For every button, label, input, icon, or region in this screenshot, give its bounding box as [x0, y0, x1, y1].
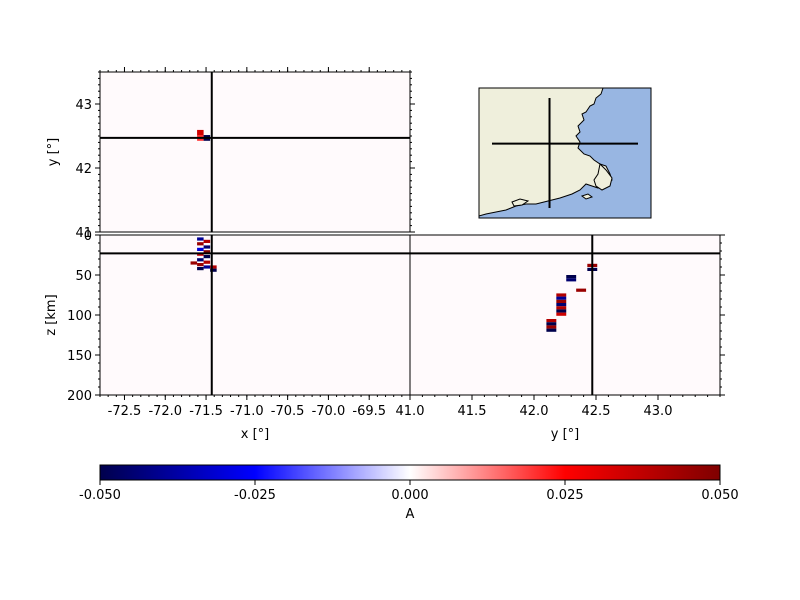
xz-section-xtick-label: -71.5 [189, 404, 223, 419]
yz-section-cell [546, 319, 557, 323]
yz-section-ytick-label: 42.5 [582, 404, 611, 419]
xz-section-xtick-label: -71.0 [230, 404, 264, 419]
map-view-background [100, 72, 410, 232]
xz-section-background [100, 235, 410, 395]
xz-section-ztick-label: 50 [75, 269, 92, 284]
inset-frame [478, 87, 652, 219]
yz-section-ticks: 41.0 41.5 42.0 42.5 43.0 [396, 234, 725, 419]
xz-section-cell [203, 260, 211, 264]
xz-section-xtick-label: -69.5 [352, 404, 386, 419]
yz-section-cell [556, 303, 567, 307]
xz-section-cell [197, 242, 204, 246]
yz-section-cell [546, 322, 557, 326]
xz-section-xtick-label: -70.5 [271, 404, 305, 419]
inset-land [478, 87, 613, 217]
yz-section-ytick-label: 41.5 [458, 404, 487, 419]
xz-section-ztick-label: 100 [67, 309, 92, 324]
yz-section-cell [556, 306, 567, 310]
inset-map-panel [478, 87, 652, 219]
xz-section-crosshair [100, 235, 410, 395]
colorbar-ticks: -0.050 -0.025 0.000 0.025 0.050 [79, 480, 739, 503]
xz-section-xtick-label: -70.0 [312, 404, 346, 419]
colorbar-tick-label: -0.025 [234, 488, 276, 503]
xz-section-cell [197, 258, 204, 262]
map-view-panel: 41 42 43 y [°] [46, 67, 415, 241]
yz-section-cell [546, 325, 557, 329]
yz-section-cell [576, 288, 587, 292]
yz-section-ytick-label: 41.0 [396, 404, 425, 419]
xz-section-cell [210, 265, 217, 269]
inset-island [580, 193, 594, 200]
yz-section-cell [546, 328, 557, 332]
colorbar-tick-label: -0.050 [79, 488, 121, 503]
map-view-ytick-label: 43 [75, 98, 92, 113]
map-view-cell [197, 129, 204, 136]
yz-section-xlabel: y [°] [551, 427, 579, 442]
yz-section-ytick-label: 43.0 [644, 404, 673, 419]
xz-section-cell [203, 239, 211, 243]
yz-section-panel: 41.0 41.5 42.0 42.5 43.0 y [°] [396, 234, 725, 442]
map-view-ticks: 41 42 43 [75, 67, 415, 241]
xz-section-xlabel: x [°] [241, 427, 269, 442]
inset-crosshair [492, 98, 638, 208]
colorbar-bar [99, 464, 721, 481]
yz-section-cell [566, 275, 577, 279]
yz-section-cell [556, 312, 567, 316]
xz-section-ylabel: z [km] [44, 294, 59, 335]
xz-section-ztick-label: 0 [84, 229, 92, 244]
map-view-ylabel: y [°] [46, 138, 61, 166]
map-view-ytick-label: 41 [75, 226, 92, 241]
xz-section-cell [197, 263, 204, 267]
yz-section-cell [556, 293, 567, 297]
xz-section-cell [203, 250, 211, 254]
colorbar: -0.050 -0.025 0.000 0.025 0.050 A [79, 464, 739, 522]
xz-section-cell [210, 268, 217, 272]
xz-section-cell [197, 237, 204, 241]
xz-section-cell [203, 245, 211, 249]
xz-section-xtick-label: -72.5 [108, 404, 142, 419]
yz-section-cell [556, 299, 567, 303]
xz-section-ztick-label: 200 [67, 389, 92, 404]
xz-section-xtick-label: -72.0 [148, 404, 182, 419]
colorbar-tick-label: 0.025 [546, 488, 583, 503]
yz-section-ytick-label: 42.0 [520, 404, 549, 419]
colorbar-tick-label: 0.050 [701, 488, 738, 503]
yz-section-cell [556, 309, 567, 313]
xz-section-cell [203, 255, 211, 259]
yz-section-cell [566, 278, 577, 282]
xz-section-cell [203, 265, 211, 269]
map-view-ytick-label: 42 [75, 162, 92, 177]
xz-section-cell [197, 267, 204, 271]
map-view-crosshair [100, 72, 410, 232]
yz-section-cells [546, 263, 598, 332]
yz-section-crosshair [410, 235, 720, 395]
colorbar-tick-label: 0.000 [391, 488, 428, 503]
xz-section-cell [190, 261, 198, 265]
xz-section-cell [197, 247, 204, 251]
yz-section-cell [556, 296, 567, 300]
inset-cape-land [593, 162, 613, 191]
inset-island [511, 198, 530, 207]
xz-section-ticks: -72.5 -72.0 -71.5 -71.0 -70.5 -70.0 -69.5 0 50 10… [67, 229, 411, 419]
xz-section-ztick-label: 150 [67, 349, 92, 364]
colorbar-label: A [406, 507, 415, 522]
xz-section-panel: -72.5 -72.0 -71.5 -71.0 -70.5 -70.0 -69.5 0 50 10… [44, 229, 411, 442]
